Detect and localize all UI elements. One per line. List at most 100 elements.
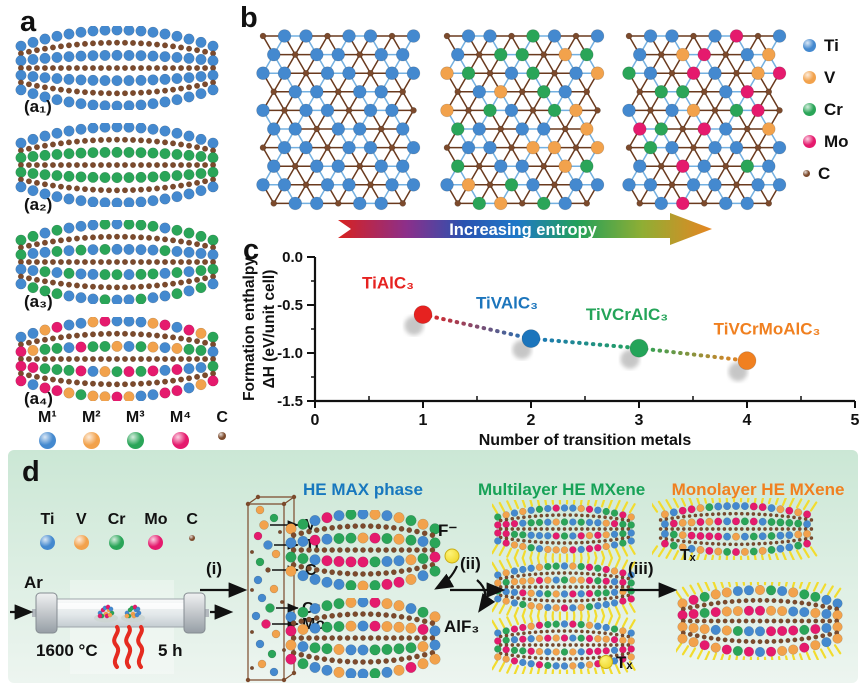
tx-label-monolayer: Tₓ <box>680 547 696 564</box>
unit-cell-label-v: V <box>305 517 316 534</box>
svg-text:1: 1 <box>419 412 428 429</box>
crystal-structure-a3 <box>12 220 222 304</box>
panel-a-label: a <box>20 6 37 38</box>
multilayer-stack-slab-3 <box>492 616 637 674</box>
unit-cell <box>238 492 302 688</box>
svg-text:Formation enthalpy: Formation enthalpy <box>241 257 258 401</box>
panel-a-legend: M¹ M² M³ M⁴ C <box>38 410 228 449</box>
max-slab-2 <box>283 598 443 678</box>
legend-item-m4: M⁴ <box>170 410 191 449</box>
tube-furnace <box>32 584 209 642</box>
svg-text:-1.0: -1.0 <box>277 345 303 362</box>
duration-label: 5 h <box>158 641 183 660</box>
v-atom-icon <box>803 70 816 84</box>
legend-item-v: V <box>73 512 89 550</box>
legend-item-ti: Ti <box>40 512 55 550</box>
carrier-gas-label: Ar <box>24 573 43 592</box>
legend-item-c: C <box>803 164 849 182</box>
structure-label-a2: (a₂) <box>24 195 53 214</box>
legend-item-c: C <box>216 410 228 449</box>
fluoride-label: F⁻ <box>438 521 458 540</box>
he-max-phase-title: HE MAX phase <box>303 480 423 499</box>
byproduct-curved-arrow <box>476 579 496 613</box>
panel-d: d Ti V Cr Mo C Ar <box>8 450 858 683</box>
panel-c-label: c <box>243 234 260 266</box>
ti-atom-icon <box>803 38 816 52</box>
step-ii-label: (ii) <box>460 554 481 573</box>
svg-text:5: 5 <box>851 412 860 429</box>
svg-text:-0.5: -0.5 <box>277 297 303 314</box>
v-atom-icon <box>73 535 89 550</box>
monolayer-slab-1 <box>652 498 820 560</box>
multilayer-he-mxene-title: Multilayer HE MXene <box>478 480 646 499</box>
svg-text:-1.5: -1.5 <box>277 393 303 410</box>
entropy-arrow-label: Increasing entropy <box>449 221 597 239</box>
entropy-arrow-icon: Increasing entropy <box>338 213 712 245</box>
structure-label-a3: (a₃) <box>24 292 53 311</box>
unit-cell-label-c: C <box>305 563 317 579</box>
structure-label-a1: (a₁) <box>24 97 52 116</box>
m4-atom-icon <box>171 432 189 449</box>
c-atom-icon <box>218 432 227 440</box>
svg-text:2: 2 <box>527 412 536 429</box>
fluoride-ion-dot <box>444 548 460 564</box>
svg-text:0.0: 0.0 <box>282 249 303 266</box>
panel-d-legend: Ti V Cr Mo C <box>40 512 198 550</box>
svg-text:0: 0 <box>311 412 320 429</box>
svg-text:TiAlC₃: TiAlC₃ <box>362 274 414 293</box>
lattice-top-view-2 <box>440 28 610 214</box>
structure-label-a4: (a₄) <box>24 389 53 408</box>
step-i-label: (i) <box>206 559 223 578</box>
panel-b-label: b <box>240 2 258 34</box>
tx-termination-dot <box>599 655 613 669</box>
monolayer-he-mxene-title: Monolayer HE MXene <box>671 480 845 499</box>
lattice-top-view-3 <box>622 28 792 214</box>
monolayer-slab-2 <box>676 582 844 660</box>
legend-item-mo: Mo <box>803 132 849 150</box>
crystal-structure-a1 <box>12 26 222 110</box>
m3-atom-icon <box>126 432 144 449</box>
panel-b-legend: Ti V Cr Mo C <box>803 36 849 182</box>
m2-atom-icon <box>82 432 100 449</box>
m1-atom-icon <box>38 432 56 449</box>
flame-icon <box>108 624 150 670</box>
crystal-structure-a2 <box>12 123 222 207</box>
legend-item-m2: M² <box>82 410 101 449</box>
temperature-label: 1600 °C <box>36 641 98 660</box>
increasing-entropy-arrow: Increasing entropy <box>338 212 718 246</box>
tube-furnace-icon <box>32 592 209 634</box>
svg-text:4: 4 <box>743 412 752 429</box>
max-slab-1 <box>283 510 443 590</box>
lattice-top-view-1 <box>256 28 426 214</box>
svg-text:ΔH (eV/unit cell): ΔH (eV/unit cell) <box>261 270 278 389</box>
svg-text:TiVAlC₃: TiVAlC₃ <box>476 294 538 313</box>
svg-text:TiVCrAlC₃: TiVCrAlC₃ <box>586 305 668 324</box>
etch-curved-arrow <box>434 565 459 590</box>
svg-text:Number of transition metals: Number of transition metals <box>479 432 692 449</box>
c-atom-icon <box>189 535 196 541</box>
legend-item-cr: Cr <box>803 100 849 118</box>
mo-atom-icon <box>148 535 164 550</box>
legend-item-m1: M¹ <box>38 410 57 449</box>
panel-d-label: d <box>22 456 40 488</box>
c-atom-icon <box>803 169 810 177</box>
legend-item-ti: Ti <box>803 36 849 54</box>
panel-d-arrows-overlay <box>10 548 678 669</box>
alf3-label: AlF₃ <box>444 617 480 636</box>
legend-item-c: C <box>186 512 198 550</box>
legend-item-m3: M³ <box>126 410 145 449</box>
multilayer-stack-slab-1 <box>492 500 637 558</box>
legend-item-cr: Cr <box>108 512 126 550</box>
crystal-structure-a4 <box>12 317 222 401</box>
step-iii-label: (iii) <box>628 559 654 578</box>
tx-label-multilayer: Tₓ <box>616 653 633 672</box>
svg-text:TiVCrMoAlC₃: TiVCrMoAlC₃ <box>714 320 821 339</box>
ti-atom-icon <box>40 535 55 550</box>
legend-item-v: V <box>803 68 849 86</box>
legend-item-mo: Mo <box>144 512 168 550</box>
formation-enthalpy-chart: 0.0 -0.5 -1.0 -1.5 0 1 2 3 4 5 Number of transitio… <box>240 244 866 449</box>
cr-atom-icon <box>109 535 125 550</box>
mo-atom-icon <box>803 134 816 148</box>
cr-atom-icon <box>803 102 816 116</box>
